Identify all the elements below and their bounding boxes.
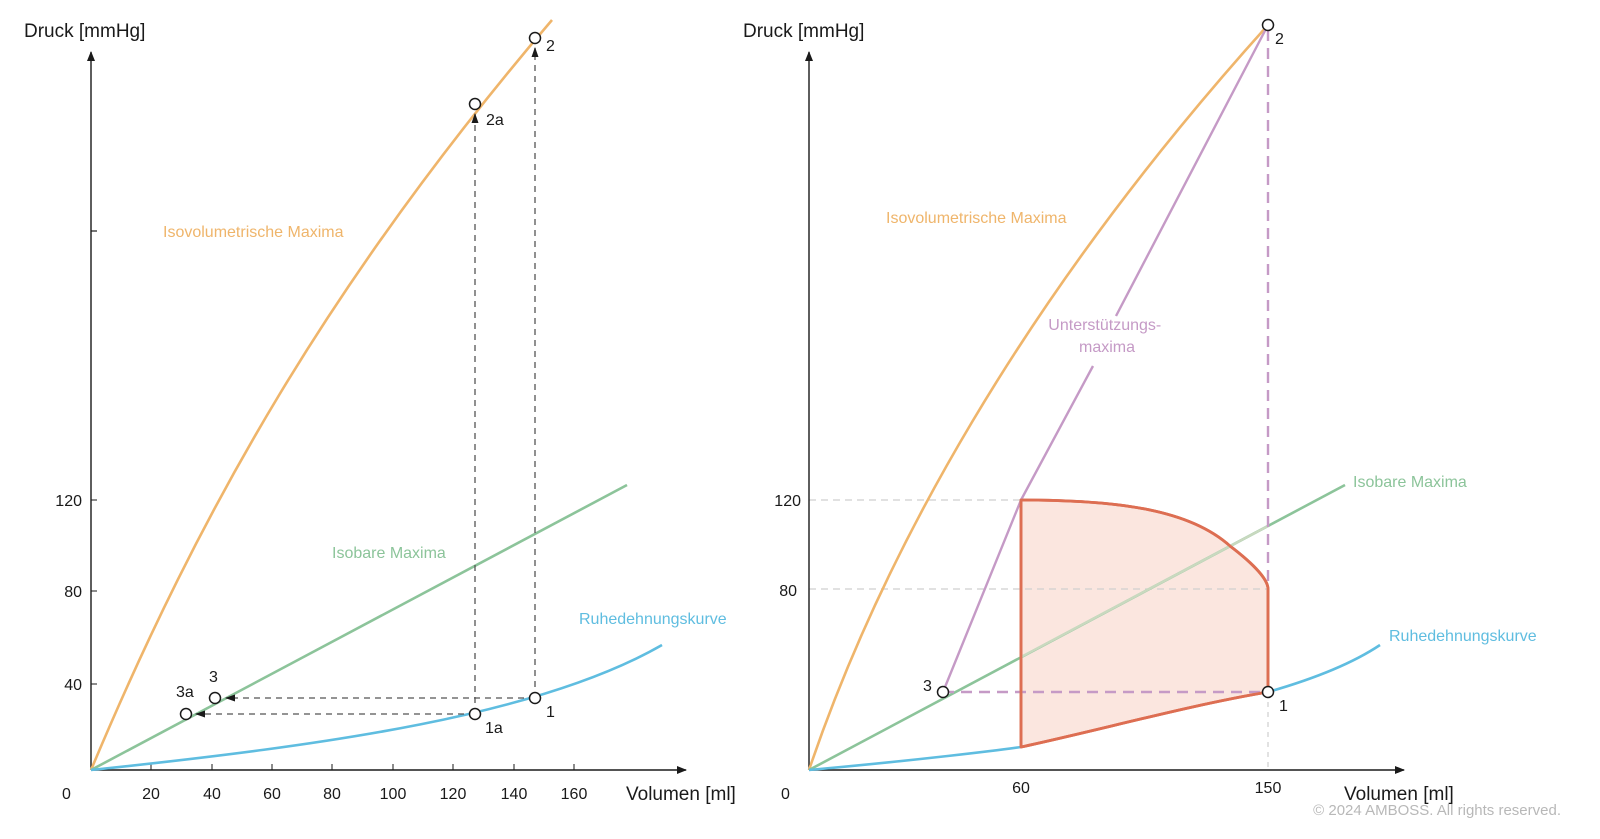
right-point-label-2: 2: [1275, 31, 1284, 48]
left-y-axis-label: Druck [mmHg]: [24, 21, 145, 42]
left-point-label-2: 2: [546, 38, 555, 55]
right-isobar-over-area: [1020, 524, 1269, 659]
right-support-curve: [941, 24, 1270, 693]
left-isobar-label: Isobare Maxima: [332, 545, 446, 562]
right-x-axis-label: Volumen [ml]: [1344, 784, 1454, 805]
right-chart: Druck [mmHg] Volumen [ml] 0 60 150 120 8…: [743, 18, 1537, 805]
left-chart: Druck [mmHg] Volumen [ml] 0 20 40 60 80 …: [24, 19, 736, 805]
left-rest-label: Ruhedehnungskurve: [579, 611, 727, 628]
left-point-2a: [468, 97, 482, 111]
left-point-label-1: 1: [546, 704, 555, 721]
right-support-label: Unterstützungs- maxima: [1048, 317, 1165, 356]
right-rest-curve: [808, 643, 1381, 772]
left-point-1a: [468, 707, 482, 721]
left-x-tick-label: 20: [142, 786, 160, 803]
right-x-origin-label: 0: [781, 786, 790, 803]
left-y-tick-label: 120: [55, 493, 82, 510]
left-isovolumetric-curve: [89, 19, 553, 771]
left-x-axis-label: Volumen [ml]: [626, 784, 736, 805]
right-point-label-3: 3: [923, 678, 932, 695]
right-y-tick-label: 120: [774, 493, 801, 510]
left-rest-curve: [90, 643, 663, 772]
left-isovolumetric-label: Isovolumetrische Maxima: [163, 224, 344, 241]
left-x-tick-label: 140: [501, 786, 528, 803]
left-point-2: [528, 31, 542, 45]
right-work-area: [1019, 498, 1270, 749]
copyright-notice: © 2024 AMBOSS. All rights reserved.: [1313, 802, 1561, 819]
left-x-tick-label: 40: [203, 786, 221, 803]
left-x-origin-label: 0: [62, 786, 71, 803]
right-point-1: [1261, 685, 1275, 699]
left-x-tick-label: 60: [263, 786, 281, 803]
left-point-label-3: 3: [209, 669, 218, 686]
right-point-3: [936, 685, 950, 699]
left-isobar-curve: [90, 483, 628, 772]
right-rest-label: Ruhedehnungskurve: [1389, 628, 1537, 645]
left-y-tick-label: 80: [64, 584, 82, 601]
right-y-tick-label: 80: [779, 583, 797, 600]
right-point-2: [1261, 18, 1275, 32]
right-support-label-line2: maxima: [1079, 339, 1135, 356]
left-point-3: [208, 691, 222, 705]
left-x-ticks: 20 40 60 80 100 120 140 160: [142, 764, 587, 803]
left-point-label-2a: 2a: [486, 112, 504, 129]
left-x-tick-label: 120: [440, 786, 467, 803]
right-x-tick-label: 60: [1012, 780, 1030, 797]
left-x-tick-label: 160: [561, 786, 588, 803]
right-isovolumetric-label: Isovolumetrische Maxima: [886, 210, 1067, 227]
right-point-label-1: 1: [1279, 698, 1288, 715]
left-y-tick-label: 40: [64, 677, 82, 694]
right-support-label-line1: Unterstützungs-: [1048, 317, 1161, 334]
left-point-label-1a: 1a: [485, 720, 503, 737]
left-x-tick-label: 80: [323, 786, 341, 803]
right-isovolumetric-curve: [807, 24, 1269, 771]
left-point-label-3a: 3a: [176, 684, 194, 701]
right-x-tick-label: 150: [1255, 780, 1282, 797]
left-point-3a: [179, 707, 193, 721]
left-y-ticks: 40 80 120: [55, 493, 97, 694]
right-work-area-outline: [1019, 498, 1270, 749]
left-point-1: [528, 691, 542, 705]
left-x-tick-label: 100: [380, 786, 407, 803]
right-y-axis-label: Druck [mmHg]: [743, 21, 864, 42]
right-isobar-label: Isobare Maxima: [1353, 474, 1467, 491]
